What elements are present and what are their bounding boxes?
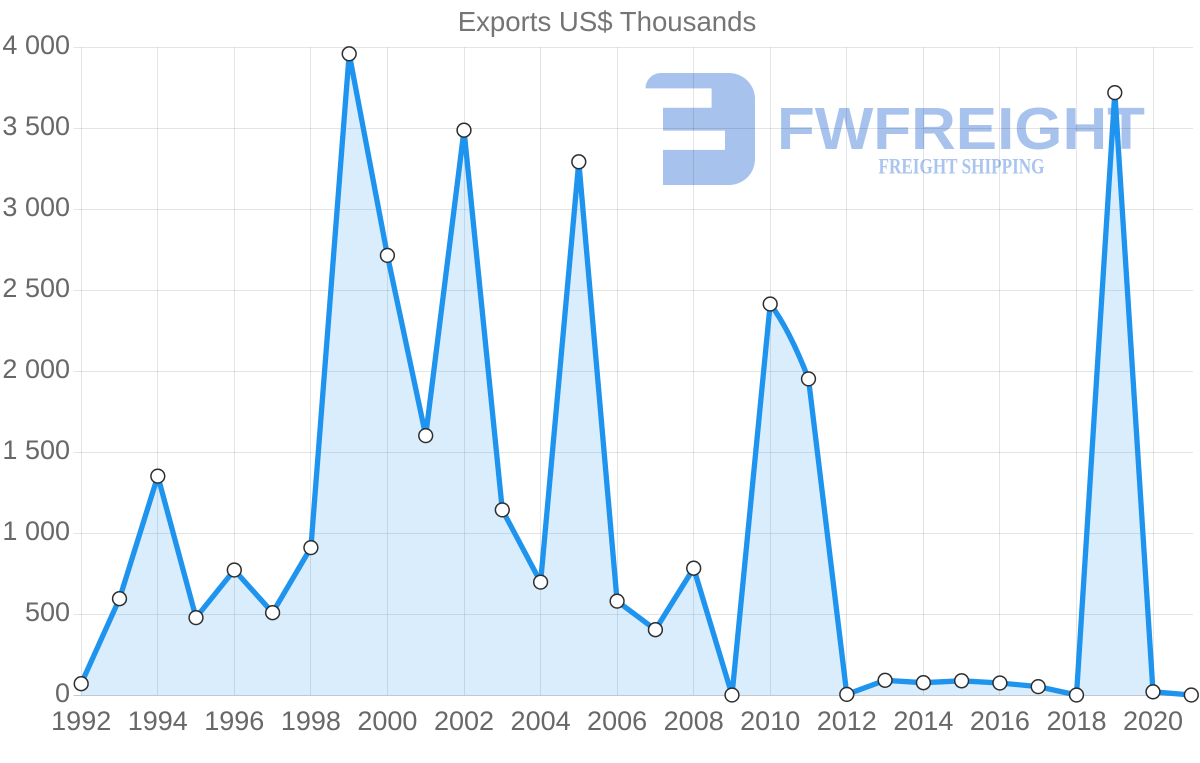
svg-text:500: 500 [25, 597, 70, 627]
svg-text:2002: 2002 [434, 706, 494, 736]
svg-text:1998: 1998 [281, 706, 341, 736]
svg-text:2008: 2008 [664, 706, 724, 736]
svg-text:2018: 2018 [1046, 706, 1106, 736]
svg-text:1 000: 1 000 [2, 516, 70, 546]
svg-text:2 500: 2 500 [2, 273, 70, 303]
svg-text:4 000: 4 000 [2, 30, 70, 60]
svg-text:0: 0 [55, 678, 70, 708]
svg-text:2020: 2020 [1123, 706, 1183, 736]
svg-text:3 500: 3 500 [2, 111, 70, 141]
svg-text:2012: 2012 [817, 706, 877, 736]
svg-text:1994: 1994 [128, 706, 188, 736]
svg-text:2014: 2014 [893, 706, 953, 736]
svg-text:Exports US$ Thousands: Exports US$ Thousands [458, 6, 757, 37]
svg-text:1996: 1996 [204, 706, 264, 736]
svg-text:FREIGHT SHIPPING: FREIGHT SHIPPING [879, 154, 1045, 179]
svg-text:1992: 1992 [51, 706, 111, 736]
svg-text:2000: 2000 [357, 706, 417, 736]
svg-text:3 000: 3 000 [2, 192, 70, 222]
svg-text:2004: 2004 [511, 706, 571, 736]
svg-text:FWFREIGHT: FWFREIGHT [777, 96, 1145, 162]
svg-text:2016: 2016 [970, 706, 1030, 736]
svg-text:2010: 2010 [740, 706, 800, 736]
svg-text:2006: 2006 [587, 706, 647, 736]
svg-text:1 500: 1 500 [2, 435, 70, 465]
svg-text:2 000: 2 000 [2, 354, 70, 384]
